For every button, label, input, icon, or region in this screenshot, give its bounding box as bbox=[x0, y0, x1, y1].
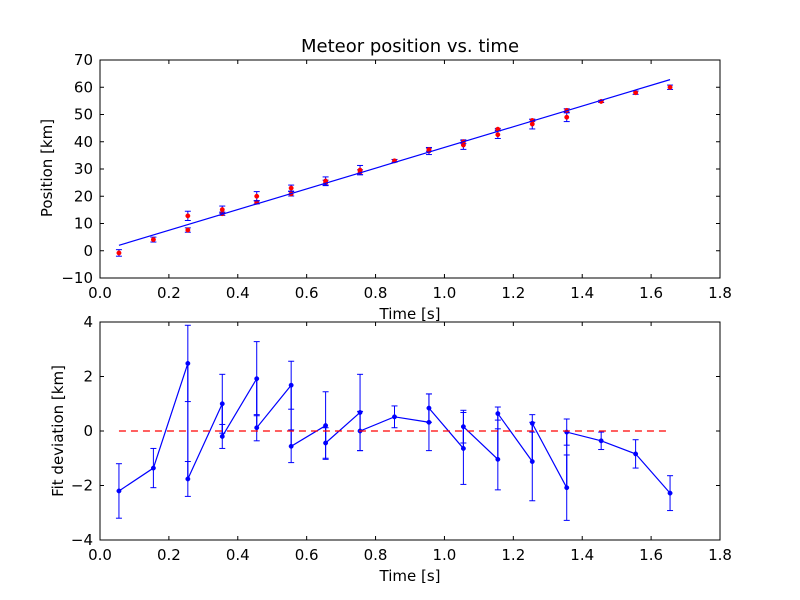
plot-frame bbox=[99, 59, 721, 279]
y-axis-label: Fit deviation [km] bbox=[49, 365, 67, 497]
data-point bbox=[185, 213, 191, 219]
y-axis-label: Position [km] bbox=[38, 119, 56, 217]
data-point bbox=[357, 167, 363, 173]
x-tick-label: 1.6 bbox=[639, 546, 663, 564]
data-point bbox=[116, 488, 122, 494]
y-tick-label: 40 bbox=[74, 133, 93, 151]
x-tick-label: 0.4 bbox=[226, 284, 250, 302]
position-ticks: 0.0 0.2 0.4 0.6 0.8 1.0 1.2 1.4 1.6 1.8 −10 0 10 20 30… bbox=[61, 51, 732, 302]
position-marks bbox=[115, 79, 674, 257]
y-tick-label: −4 bbox=[71, 531, 93, 549]
data-point bbox=[495, 132, 501, 138]
data-point bbox=[495, 456, 501, 462]
x-tick-label: 0.2 bbox=[157, 546, 181, 564]
x-tick-label: 1.2 bbox=[501, 284, 525, 302]
deviation-plot: Time [s] Fit deviation [km] 0.0 0.2 0.4 0.6… bbox=[49, 313, 732, 585]
data-point bbox=[495, 411, 501, 417]
data-point bbox=[598, 438, 604, 444]
data-point bbox=[185, 476, 191, 482]
x-tick-label: 1.6 bbox=[639, 284, 663, 302]
plot-frame bbox=[99, 321, 721, 541]
data-point bbox=[633, 90, 639, 96]
x-tick-label: 0.0 bbox=[88, 546, 112, 564]
position-plot: Meteor position vs. time Time [s] Positi… bbox=[38, 36, 732, 323]
x-axis-label: Time [s] bbox=[379, 567, 441, 585]
data-point bbox=[288, 443, 294, 449]
x-tick-label: 0.2 bbox=[157, 284, 181, 302]
y-tick-label: 4 bbox=[83, 313, 93, 331]
x-tick-label: 1.0 bbox=[433, 284, 457, 302]
data-point bbox=[185, 227, 191, 233]
x-axis-label: Time [s] bbox=[379, 305, 441, 323]
data-point bbox=[150, 465, 156, 471]
data-point bbox=[667, 84, 673, 90]
data-point bbox=[185, 360, 191, 366]
data-point bbox=[288, 382, 294, 388]
x-tick-label: 1.2 bbox=[501, 546, 525, 564]
data-point bbox=[254, 376, 260, 382]
x-tick-label: 1.4 bbox=[570, 546, 594, 564]
fit-line bbox=[118, 79, 671, 246]
y-tick-label: 30 bbox=[74, 160, 93, 178]
y-tick-label: −10 bbox=[61, 269, 93, 287]
data-point bbox=[150, 237, 156, 243]
data-point bbox=[323, 440, 329, 446]
y-tick-label: −2 bbox=[71, 477, 93, 495]
deviation-line bbox=[118, 363, 671, 494]
y-tick-label: 50 bbox=[74, 106, 93, 124]
data-point bbox=[529, 459, 535, 464]
data-point bbox=[116, 250, 122, 256]
y-tick-label: 0 bbox=[83, 242, 93, 260]
y-tick-label: 2 bbox=[83, 368, 93, 386]
x-tick-label: 1.8 bbox=[708, 284, 732, 302]
data-point bbox=[529, 420, 535, 426]
data-point bbox=[564, 114, 570, 120]
data-point bbox=[460, 424, 466, 430]
data-point bbox=[254, 425, 260, 431]
data-point bbox=[254, 193, 260, 199]
data-point bbox=[323, 423, 329, 428]
data-point bbox=[219, 207, 225, 213]
data-point bbox=[460, 445, 466, 451]
data-point bbox=[633, 451, 639, 457]
x-tick-label: 1.0 bbox=[433, 546, 457, 564]
x-tick-label: 0.0 bbox=[88, 284, 112, 302]
data-point bbox=[392, 414, 397, 420]
y-tick-label: 60 bbox=[74, 78, 93, 96]
data-point bbox=[219, 401, 225, 407]
x-tick-label: 0.6 bbox=[295, 284, 319, 302]
deviation-ticks: 0.0 0.2 0.4 0.6 0.8 1.0 1.2 1.4 1.6 1.8 −4 −2 0 2 4 bbox=[71, 313, 732, 564]
data-point bbox=[426, 405, 432, 411]
x-tick-label: 1.4 bbox=[570, 284, 594, 302]
x-tick-label: 0.8 bbox=[364, 546, 388, 564]
y-tick-label: 10 bbox=[74, 215, 93, 233]
data-point bbox=[219, 434, 225, 439]
y-tick-label: 20 bbox=[74, 187, 93, 205]
y-tick-label: 70 bbox=[74, 51, 93, 69]
x-tick-label: 0.6 bbox=[295, 546, 319, 564]
data-point bbox=[667, 490, 673, 496]
data-point bbox=[288, 185, 294, 191]
x-tick-label: 0.8 bbox=[364, 284, 388, 302]
x-tick-label: 0.4 bbox=[226, 546, 250, 564]
data-point bbox=[564, 485, 570, 491]
deviation-marks bbox=[115, 324, 674, 521]
chart-title: Meteor position vs. time bbox=[301, 36, 519, 57]
x-tick-label: 1.8 bbox=[708, 546, 732, 564]
y-tick-label: 0 bbox=[83, 422, 93, 440]
